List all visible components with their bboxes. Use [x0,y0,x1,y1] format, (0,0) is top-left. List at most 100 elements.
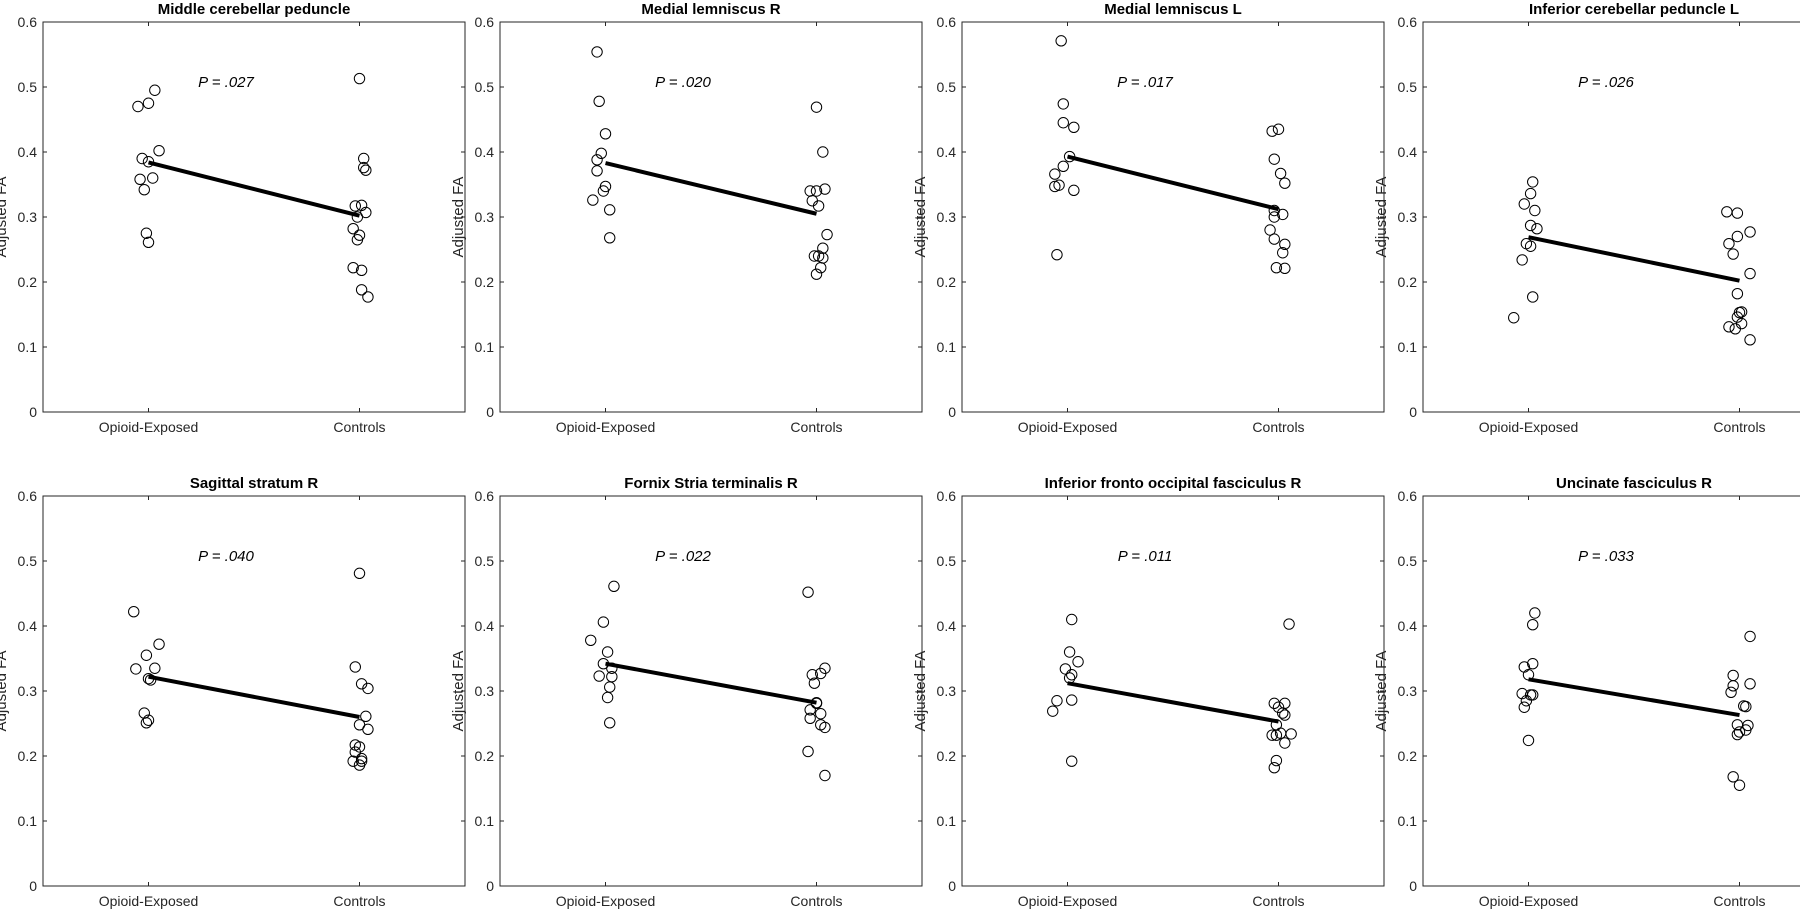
y-tick-label: 0.5 [475,553,495,569]
data-point-controls [1733,726,1746,738]
data-point-controls [1744,630,1756,643]
y-axis-label: Adjusted FA [0,651,10,732]
mean-trend-line [1528,677,1740,718]
p-value-label: P = .027 [198,74,254,91]
data-point-opioid-exposed [147,172,159,184]
y-tick-label: 0 [486,878,494,894]
data-point-controls [817,146,829,158]
data-point-opioid-exposed [140,227,153,239]
data-point-controls [347,262,359,274]
data-point-controls [1744,226,1756,238]
data-point-controls [1277,707,1289,719]
data-point-opioid-exposed [1066,613,1078,626]
y-axis-label: Adjusted FA [1373,651,1390,732]
p-value-label: P = .026 [1578,74,1634,91]
data-point-controls [353,72,366,85]
x-tick-label: Opioid-Exposed [99,893,199,909]
data-point-controls [362,723,374,736]
data-point-opioid-exposed [591,46,603,58]
data-point-controls [1283,618,1295,630]
data-point-opioid-exposed [593,95,605,108]
data-point-opioid-exposed [1068,184,1080,197]
p-value-label: P = .022 [655,548,711,565]
data-point-opioid-exposed [1531,223,1543,235]
mean-trend-line [605,161,817,216]
data-point-opioid-exposed [1053,179,1065,191]
data-point-opioid-exposed [1527,689,1539,701]
data-point-controls [1277,208,1289,221]
data-point-controls [1272,701,1285,713]
y-tick-label: 0 [948,404,956,420]
data-point-controls [1731,311,1744,323]
data-point-controls [1268,233,1280,245]
data-point-controls [351,211,364,223]
data-point-opioid-exposed [128,606,140,618]
data-point-controls [1723,321,1735,333]
y-axis-label: Adjusted FA [912,177,929,258]
data-point-controls [1272,123,1285,135]
data-point-controls [358,152,370,165]
data-point-opioid-exposed [1063,672,1076,684]
data-point-opioid-exposed [142,236,155,249]
y-tick-label: 0.2 [937,274,957,290]
data-point-controls [1731,728,1744,741]
y-tick-label: 0 [948,878,956,894]
data-point-controls [1731,230,1744,243]
x-tick-label: Opioid-Exposed [99,419,199,435]
data-point-opioid-exposed [1066,694,1078,706]
data-point-opioid-exposed [1051,695,1063,707]
data-point-controls [1727,248,1739,260]
x-tick-label: Controls [1713,893,1765,909]
mean-trend-line [148,674,360,719]
data-point-opioid-exposed [142,156,155,168]
data-point-controls [355,752,368,765]
data-point-controls [360,164,372,176]
data-point-controls [347,223,359,235]
axes-box [961,495,1385,887]
y-tick-label: 0.1 [1398,339,1418,355]
data-point-controls [349,746,361,758]
y-tick-label: 0.6 [1398,488,1418,504]
axes-box [499,495,923,887]
chart-title: Medial lemniscus L [1104,1,1242,18]
y-tick-label: 0.5 [475,79,495,95]
data-point-opioid-exposed [153,638,165,650]
y-tick-label: 0 [1409,404,1417,420]
y-tick-label: 0.3 [937,683,957,699]
data-point-controls [1727,680,1739,692]
y-tick-label: 0.6 [475,488,495,504]
mean-trend-line [1067,681,1279,724]
data-point-controls [1733,779,1746,791]
data-point-controls [1727,771,1739,783]
data-point-controls [1744,678,1756,690]
data-point-opioid-exposed [149,84,161,96]
data-point-opioid-exposed [1516,254,1528,266]
data-point-controls [804,704,816,716]
data-point-opioid-exposed [149,662,161,674]
data-point-opioid-exposed [134,173,146,186]
data-point-opioid-exposed [1527,619,1539,631]
y-axis-label: Adjusted FA [1373,177,1390,258]
data-point-controls [802,586,814,598]
data-point-controls [1740,700,1752,713]
y-tick-label: 0.6 [18,14,38,30]
data-point-opioid-exposed [599,128,612,140]
data-point-opioid-exposed [1066,669,1078,681]
y-axis-label: Adjusted FA [450,651,467,732]
data-point-controls [1270,262,1283,274]
data-point-opioid-exposed [1522,734,1535,747]
data-point-opioid-exposed [1068,121,1080,134]
data-point-controls [362,291,374,303]
data-point-controls [351,234,364,246]
y-tick-label: 0.3 [1398,209,1418,225]
data-point-controls [1744,267,1756,280]
data-point-opioid-exposed [1057,98,1069,110]
y-tick-label: 0 [29,404,37,420]
data-point-controls [1279,238,1291,251]
data-point-opioid-exposed [595,147,607,160]
y-tick-label: 0.3 [18,209,38,225]
chart-panel: Medial lemniscus L 0 0.1 0.2 0.3 0.4 0.5 0.6 Adj… [912,1,1385,435]
data-point-controls [1279,737,1291,749]
data-point-controls [819,183,831,195]
